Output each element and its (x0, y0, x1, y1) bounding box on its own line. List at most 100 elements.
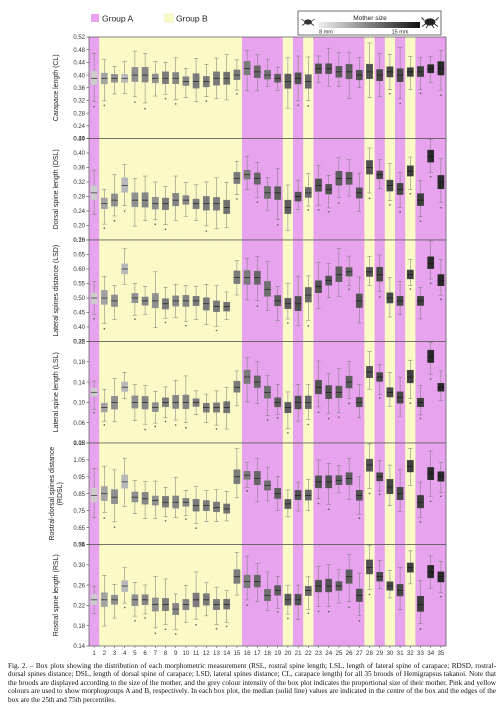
box-plot (345, 361, 353, 405)
box (111, 489, 118, 504)
box-plot (213, 285, 220, 332)
box (386, 479, 394, 495)
box (121, 381, 129, 392)
box-plot (192, 571, 200, 626)
box-plot (437, 462, 445, 498)
box-plot (437, 158, 445, 209)
box-plot (386, 277, 394, 318)
box-plot (264, 58, 271, 87)
box-plot (192, 285, 200, 320)
outlier-point (215, 628, 218, 630)
group-column-b (201, 341, 212, 443)
box (213, 300, 220, 312)
box-plot (427, 240, 435, 285)
box-plot (213, 586, 220, 630)
box-plot (90, 169, 98, 215)
y-tick-label: 0.02 (73, 441, 85, 447)
box-plot (325, 564, 333, 613)
x-tick-label: 22 (305, 650, 312, 657)
box (243, 61, 251, 76)
outlier-point (429, 500, 432, 503)
box-plot (121, 60, 129, 94)
outlier-point (215, 329, 218, 332)
box (417, 495, 424, 509)
box (141, 492, 149, 505)
box-plot (386, 163, 394, 206)
outlier-point (174, 424, 177, 426)
group-column-a (435, 544, 447, 646)
outlier-point (399, 210, 401, 213)
outlier-point (358, 620, 361, 622)
box-plot (427, 555, 435, 589)
box (427, 256, 435, 269)
box-plot (100, 59, 108, 107)
group-column-a (425, 341, 437, 443)
x-tick-label: 15 (233, 650, 240, 657)
group-column-a (262, 37, 273, 139)
box-plot (437, 50, 445, 96)
box-plot (151, 181, 159, 226)
outlier-point (144, 428, 146, 431)
group-column-a (435, 443, 447, 545)
box-plot (284, 57, 292, 109)
box-plot (427, 56, 435, 83)
box (437, 274, 445, 286)
box-plot (162, 186, 169, 231)
box-plot (315, 165, 322, 211)
box-plot (366, 147, 373, 200)
box-plot (121, 457, 129, 507)
box-plot (253, 256, 261, 307)
box (100, 290, 108, 305)
box-plot (111, 469, 118, 528)
box (406, 269, 414, 280)
box (437, 471, 445, 482)
box-plot (202, 490, 210, 522)
box-plot (141, 385, 149, 431)
y-tick-label: 0.44 (73, 137, 85, 143)
box-plot (111, 378, 118, 423)
box (233, 270, 241, 284)
outlier-point (215, 428, 218, 430)
panel-3: 0.35 0.40 0.45 0.50 0.55 0.60 0.65 0.70 Lateral … (53, 238, 447, 346)
outlier-point (307, 612, 310, 615)
box-plot (417, 287, 424, 320)
x-tick-label: 23 (315, 650, 322, 657)
outlier-point (317, 411, 320, 414)
box-plot (406, 156, 414, 195)
y-tick-label: 0.36 (73, 166, 85, 172)
outlier-point (164, 228, 167, 231)
box-plot (274, 576, 282, 613)
box (253, 375, 261, 388)
box-plot (325, 263, 333, 299)
box (253, 471, 261, 486)
outlier-point (419, 417, 422, 420)
box-plot (274, 384, 282, 419)
box (141, 396, 149, 410)
box (213, 71, 220, 86)
outlier-point (440, 94, 442, 96)
x-tick-label: 19 (274, 650, 281, 657)
mother-size-gradient (318, 22, 420, 28)
box (355, 397, 363, 408)
box-plot (172, 284, 180, 318)
box-plot (182, 68, 190, 98)
outlier-point (195, 527, 197, 529)
box-plot (172, 380, 180, 426)
y-tick-label: 0.14 (73, 380, 85, 386)
box-plot (294, 584, 302, 620)
box-plot (151, 390, 159, 428)
box (100, 197, 108, 210)
box-plot (396, 47, 404, 105)
box-plot (366, 42, 373, 98)
box-plot (100, 189, 108, 230)
box (366, 559, 373, 575)
group-column-b (405, 544, 416, 646)
outlier-point (338, 416, 340, 419)
box-plot (355, 276, 363, 324)
outlier-point (327, 211, 330, 213)
outlier-point (429, 282, 432, 285)
outlier-point (205, 230, 208, 232)
box-plot (121, 567, 129, 609)
box-plot (131, 582, 139, 622)
box-plot (427, 342, 435, 380)
